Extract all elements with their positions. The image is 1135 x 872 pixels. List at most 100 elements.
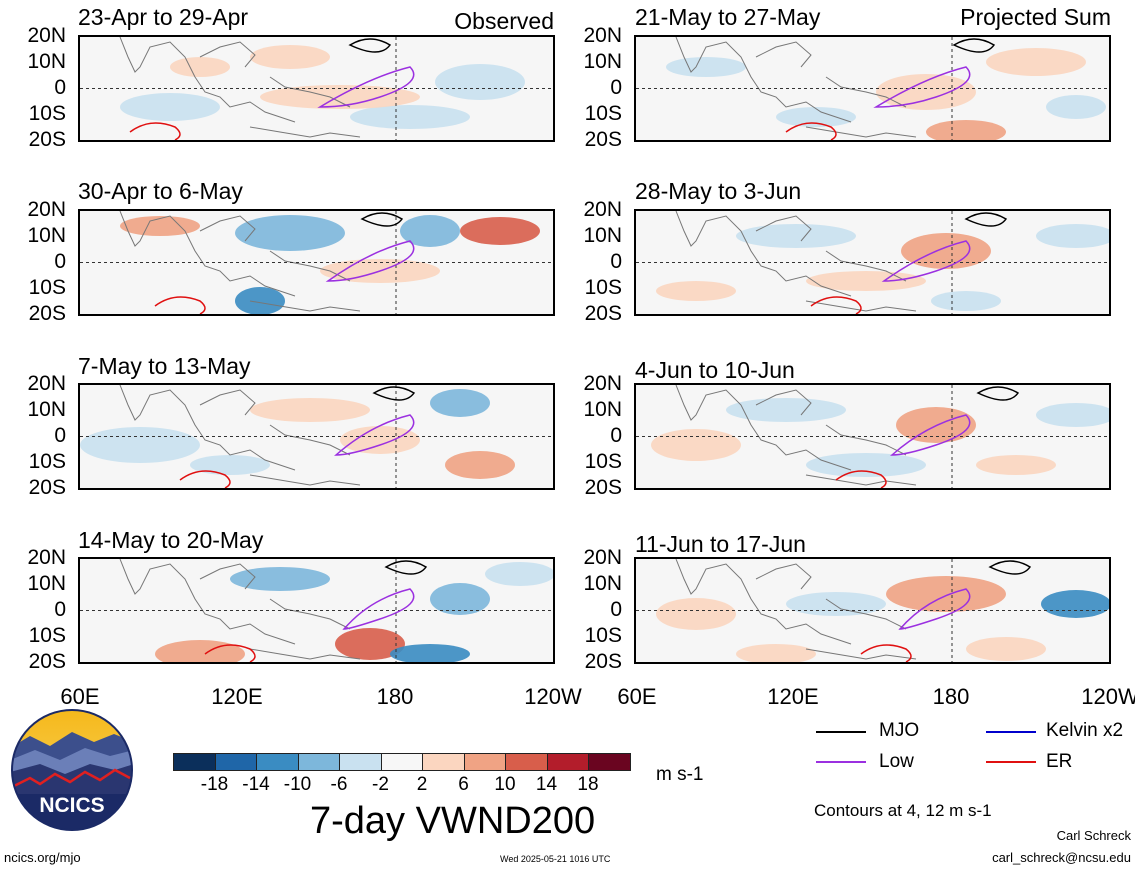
colorbar-cell bbox=[256, 753, 299, 771]
lat-label: 20N bbox=[27, 546, 66, 569]
lat-label: 0 bbox=[54, 76, 66, 99]
lon-label-180-left: 180 bbox=[376, 684, 414, 709]
legend-line-low bbox=[816, 761, 866, 763]
colorbar-cell bbox=[214, 753, 257, 771]
map-panel-2 bbox=[78, 209, 555, 316]
observed-tag: Observed bbox=[454, 8, 554, 34]
lat-label: 10S bbox=[28, 276, 66, 299]
panel-title-1: 23-Apr to 29-Apr bbox=[78, 4, 249, 30]
legend-line-er bbox=[986, 761, 1036, 763]
lat-label: 20N bbox=[583, 372, 622, 395]
lon-label-60e-left: 60E bbox=[60, 684, 100, 709]
panel-title-3: 7-May to 13-May bbox=[78, 353, 251, 379]
lat-label: 10S bbox=[28, 102, 66, 125]
map-panel-7 bbox=[634, 383, 1111, 490]
lat-label: 10N bbox=[583, 572, 622, 595]
lat-label: 20S bbox=[584, 476, 622, 499]
colorbar-label: -10 bbox=[283, 774, 312, 795]
ncics-logo: NCICS bbox=[11, 709, 133, 831]
colorbar-label: 14 bbox=[535, 774, 558, 795]
lat-label: 10S bbox=[584, 450, 622, 473]
lat-label: 10N bbox=[27, 50, 66, 73]
colorbar-label: -14 bbox=[242, 774, 270, 795]
colorbar-label: 2 bbox=[416, 774, 428, 795]
lat-label: 10S bbox=[28, 624, 66, 647]
lon-label-180-right: 180 bbox=[932, 684, 970, 709]
lat-label: 20N bbox=[27, 372, 66, 395]
lat-label: 0 bbox=[610, 76, 622, 99]
lat-label: 20N bbox=[583, 24, 622, 47]
lat-label: 10S bbox=[584, 102, 622, 125]
lon-label-120e-left: 120E bbox=[211, 684, 263, 709]
lat-label: 10S bbox=[584, 276, 622, 299]
colorbar-cell bbox=[339, 753, 382, 771]
lon-label-120w-right: 120W bbox=[1081, 684, 1135, 709]
panel-title-2: 30-Apr to 6-May bbox=[78, 178, 243, 204]
map-panel-8 bbox=[634, 557, 1111, 664]
lon-label-120w-left: 120W bbox=[524, 684, 582, 709]
lon-label-120e-right: 120E bbox=[767, 684, 819, 709]
lat-label: 10S bbox=[28, 450, 66, 473]
colorbar-cell bbox=[422, 753, 465, 771]
map-panel-6 bbox=[634, 209, 1111, 316]
lat-label: 20S bbox=[28, 128, 66, 151]
logo-text: NCICS bbox=[39, 794, 104, 817]
colorbar-label: 6 bbox=[458, 774, 469, 795]
lat-label: 20S bbox=[28, 650, 66, 673]
lat-label: 20S bbox=[584, 128, 622, 151]
colorbar-cell bbox=[505, 753, 548, 771]
legend-label-kelvin: Kelvin x2 bbox=[1046, 720, 1124, 741]
lat-label: 20S bbox=[28, 302, 66, 325]
map-panel-3 bbox=[78, 383, 555, 490]
colorbar-label: 18 bbox=[577, 774, 599, 795]
map-panel-1 bbox=[78, 35, 555, 142]
colorbar-label: -18 bbox=[200, 774, 229, 795]
colorbar-label: -6 bbox=[330, 774, 348, 795]
colorbar-units: m s-1 bbox=[656, 764, 704, 785]
colorbar-cell bbox=[463, 753, 506, 771]
contours-note: Contours at 4, 12 m s-1 bbox=[814, 801, 992, 820]
lat-label: 20S bbox=[584, 650, 622, 673]
lat-label: 10N bbox=[27, 224, 66, 247]
colorbar-label: 10 bbox=[494, 774, 516, 795]
legend-label-low: Low bbox=[879, 751, 914, 772]
legend-label-mjo: MJO bbox=[879, 720, 920, 741]
lat-label: 10N bbox=[583, 398, 622, 421]
legend-line-mjo bbox=[816, 731, 866, 733]
panel-title-6: 28-May to 3-Jun bbox=[635, 178, 802, 204]
footer-email: carl_schreck@ncsu.edu bbox=[992, 850, 1131, 865]
colorbar-cell bbox=[546, 753, 589, 771]
footer-author: Carl Schreck bbox=[1056, 828, 1131, 843]
lat-label: 20N bbox=[583, 546, 622, 569]
lat-label: 0 bbox=[54, 250, 66, 273]
main-title: 7-day VWND200 bbox=[310, 800, 596, 842]
colorbar-cell bbox=[297, 753, 340, 771]
panel-title-4: 14-May to 20-May bbox=[78, 527, 264, 553]
lat-label: 20N bbox=[27, 198, 66, 221]
lat-label: 10S bbox=[584, 624, 622, 647]
lat-label: 0 bbox=[54, 424, 66, 447]
lat-label: 10N bbox=[583, 224, 622, 247]
panel-title-5: 21-May to 27-May bbox=[635, 4, 821, 30]
lat-label: 20N bbox=[27, 24, 66, 47]
lat-label: 0 bbox=[610, 598, 622, 621]
footer-site: ncics.org/mjo bbox=[4, 850, 81, 865]
colorbar-cell bbox=[588, 753, 631, 771]
map-panel-4 bbox=[78, 557, 555, 664]
panel-title-7: 4-Jun to 10-Jun bbox=[635, 357, 795, 383]
lat-label: 20S bbox=[28, 476, 66, 499]
legend-line-kelvin bbox=[986, 731, 1036, 733]
lat-label: 10N bbox=[27, 398, 66, 421]
map-panel-5 bbox=[634, 35, 1111, 142]
colorbar-cell bbox=[380, 753, 423, 771]
lat-label: 20S bbox=[584, 302, 622, 325]
lon-label-60e-right: 60E bbox=[617, 684, 657, 709]
panel-title-8: 11-Jun to 17-Jun bbox=[635, 531, 806, 557]
footer-timestamp: Wed 2025-05-21 1016 UTC bbox=[500, 854, 611, 864]
lat-label: 0 bbox=[610, 250, 622, 273]
lat-label: 20N bbox=[583, 198, 622, 221]
legend-label-er: ER bbox=[1046, 751, 1073, 772]
lat-label: 10N bbox=[583, 50, 622, 73]
lat-label: 10N bbox=[27, 572, 66, 595]
colorbar-cell bbox=[173, 753, 216, 771]
